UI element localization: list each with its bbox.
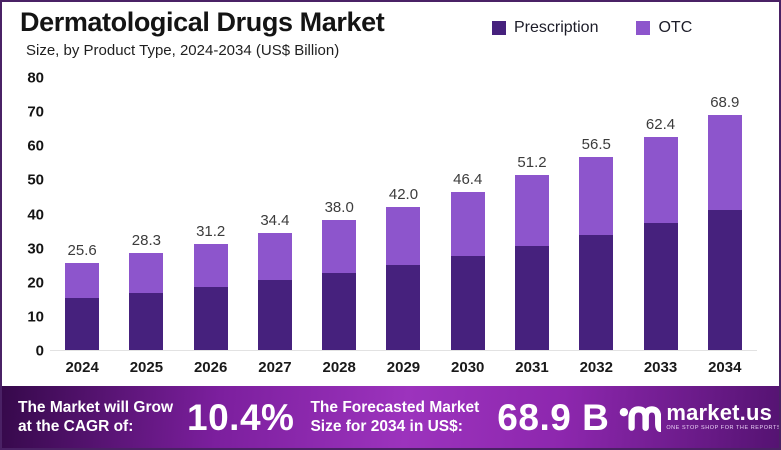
bar-stack — [322, 220, 357, 350]
page-subtitle: Size, by Product Type, 2024-2034 (US$ Bi… — [26, 42, 340, 59]
bar-stack — [129, 253, 164, 350]
x-tick-label-2027: 2027 — [258, 359, 292, 376]
bar-total-label: 51.2 — [517, 154, 547, 172]
cagr-value: 10.4% — [187, 396, 295, 438]
bar-stack — [643, 137, 678, 350]
bar-stack — [386, 206, 421, 350]
bar-segment-prescription — [257, 280, 292, 350]
bar-segment-otc — [514, 175, 549, 246]
legend-label: OTC — [658, 19, 693, 36]
bar-segment-otc — [450, 191, 485, 256]
x-tick-label-2026: 2026 — [193, 359, 228, 376]
bar-total-label: 42.0 — [388, 185, 419, 203]
bar-stack — [257, 232, 292, 350]
x-tick-label-2024: 2024 — [65, 359, 99, 376]
bar-total-label: 28.3 — [131, 232, 161, 250]
bar-segment-otc — [129, 253, 164, 293]
y-tick-label: 70 — [27, 103, 44, 121]
legend-label: Prescription — [514, 19, 599, 36]
bar-segment-otc — [579, 157, 614, 236]
bar-2025: 28.3 — [114, 78, 178, 350]
marketus-logo-icon — [619, 398, 665, 437]
y-tick-label: 0 — [35, 342, 44, 360]
y-tick-label: 40 — [27, 206, 44, 223]
logo-name: market.us — [666, 400, 773, 426]
y-tick-label: 10 — [27, 308, 44, 326]
bar-segment-prescription — [129, 292, 164, 350]
prescription-swatch-icon — [492, 21, 506, 35]
bar-segment-prescription — [579, 235, 614, 350]
x-axis: 2024 2025 2026 2027 2028 2029 2030 2031 2032 2033… — [50, 359, 757, 376]
chart-legend: Prescription OTC — [492, 19, 692, 37]
bar-2028: 38.0 — [307, 78, 371, 350]
logo-tagline: ONE STOP SHOP FOR THE REPORTS — [666, 425, 781, 432]
bar-2031: 51.2 — [500, 78, 564, 350]
bar-stack — [193, 243, 228, 350]
bar-stack — [514, 175, 549, 350]
legend-item-prescription: Prescription — [492, 19, 598, 37]
bar-2029: 42.0 — [371, 78, 435, 350]
y-tick-label: 60 — [27, 137, 44, 155]
y-tick-label: 30 — [27, 240, 44, 258]
y-tick-label: 80 — [27, 69, 44, 87]
legend-item-otc: OTC — [636, 19, 692, 37]
bar-total-label: 25.6 — [67, 241, 97, 259]
bar-total-label: 68.9 — [710, 93, 740, 111]
bar-stack — [65, 262, 100, 350]
bar-segment-prescription — [386, 264, 421, 350]
bar-total-label: 34.4 — [260, 211, 290, 229]
y-axis: 0 10 20 30 40 50 60 70 80 — [10, 71, 44, 359]
forecast-label: The Forecasted Market Size for 2034 in U… — [310, 398, 480, 435]
x-tick-label-2033: 2033 — [643, 359, 678, 376]
x-tick-label-2025: 2025 — [129, 359, 164, 376]
bar-2027: 34.4 — [243, 78, 307, 350]
bar-segment-otc — [707, 114, 742, 211]
bar-2024: 25.6 — [50, 78, 114, 350]
x-tick-label-2028: 2028 — [322, 359, 356, 376]
bar-segment-otc — [193, 243, 228, 287]
cagr-label: The Market will Grow at the CAGR of: — [18, 398, 174, 435]
bar-stack — [579, 157, 614, 350]
bar-segment-prescription — [322, 272, 357, 350]
bar-total-label: 62.4 — [645, 116, 676, 134]
bar-segment-otc — [257, 232, 292, 281]
bar-segment-prescription — [193, 286, 228, 350]
bar-2033: 62.4 — [628, 78, 692, 350]
bar-chart-plot: 25.6 28.3 31.2 34.4 38.0 42.0 46.4 51.2 56.5 62.4… — [50, 78, 757, 351]
bar-segment-otc — [643, 137, 678, 224]
forecast-value: 68.9 B — [497, 396, 610, 438]
bar-2026: 31.2 — [179, 78, 243, 350]
x-tick-label-2034: 2034 — [708, 359, 742, 376]
footer-banner: The Market will Grow at the CAGR of: 10.… — [2, 386, 779, 448]
x-tick-label-2031: 2031 — [515, 359, 549, 376]
bar-total-label: 46.4 — [453, 170, 483, 188]
bar-total-label: 56.5 — [581, 136, 611, 154]
bar-segment-prescription — [65, 298, 100, 350]
bar-stack — [450, 191, 485, 350]
bar-segment-otc — [65, 262, 100, 299]
bar-total-label: 31.2 — [196, 222, 226, 240]
x-tick-label-2029: 2029 — [386, 359, 421, 376]
y-tick-label: 50 — [27, 171, 44, 189]
marketus-logo: market.us ONE STOP SHOP FOR THE REPORTS — [619, 398, 781, 437]
bar-segment-otc — [322, 220, 357, 273]
bar-total-label: 38.0 — [324, 199, 354, 217]
bar-2032: 56.5 — [564, 78, 628, 350]
bar-segment-prescription — [514, 245, 549, 350]
y-tick-label: 20 — [27, 274, 44, 292]
bar-segment-prescription — [450, 255, 485, 350]
bar-2030: 46.4 — [436, 78, 500, 350]
otc-swatch-icon — [636, 21, 651, 35]
bar-segment-prescription — [643, 223, 678, 350]
page-title: Dermatological Drugs Market — [20, 7, 385, 37]
bar-segment-prescription — [707, 210, 742, 350]
x-tick-label-2032: 2032 — [579, 359, 613, 376]
bar-stack — [707, 114, 742, 350]
x-tick-label-2030: 2030 — [451, 359, 485, 376]
bar-segment-otc — [386, 206, 421, 265]
bar-2034: 68.9 — [693, 78, 757, 350]
